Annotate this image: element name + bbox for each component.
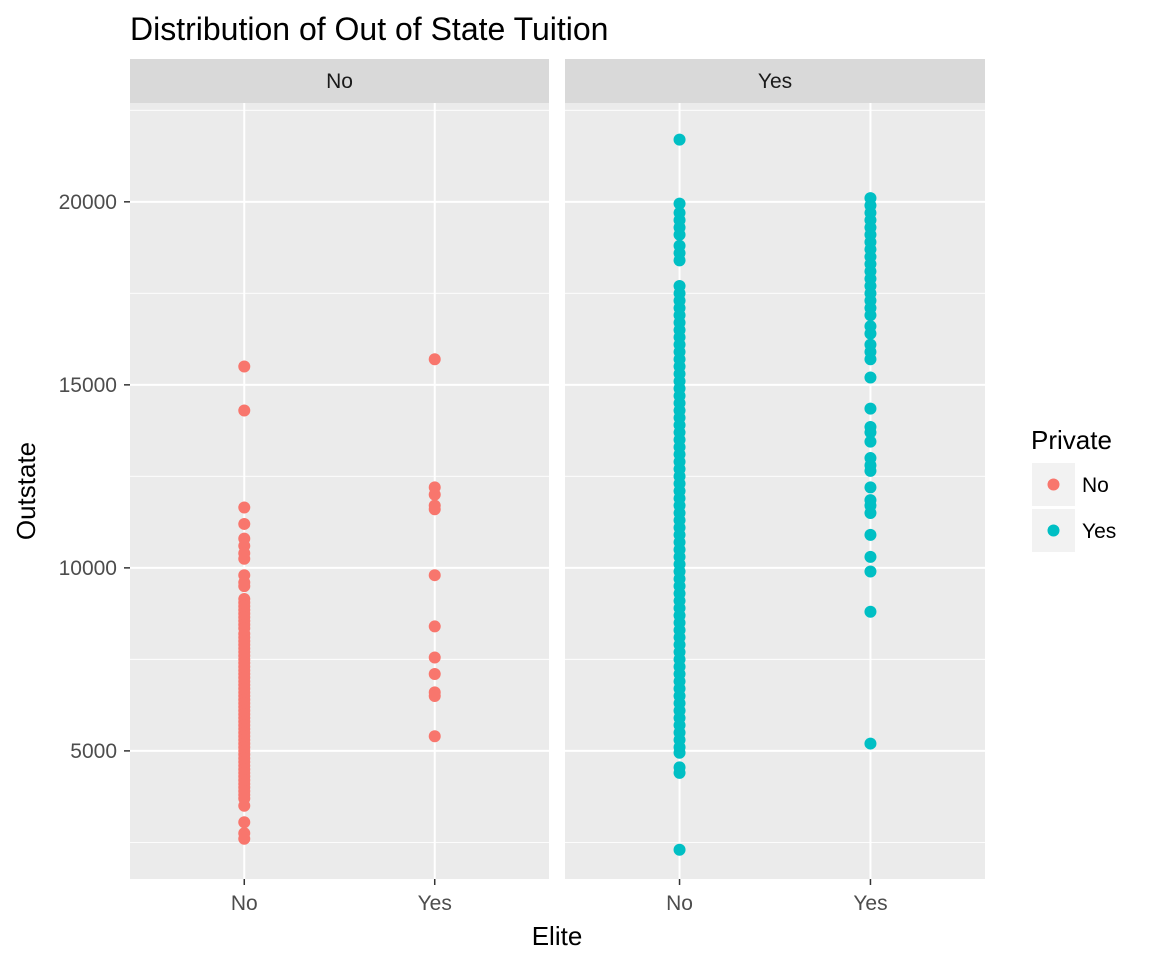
data-point <box>864 327 877 340</box>
data-point <box>428 488 441 501</box>
facet-panel-yes: Yes <box>565 59 985 879</box>
data-point <box>864 402 877 415</box>
y-axis-title: Outstate <box>11 442 41 540</box>
data-point <box>238 501 251 514</box>
data-point <box>238 580 251 593</box>
data-point <box>864 481 877 494</box>
data-point <box>238 404 251 417</box>
y-axis: 5000 10000 15000 20000 <box>59 191 130 763</box>
data-point <box>428 651 441 664</box>
y-tick-label: 10000 <box>59 557 117 580</box>
data-point <box>238 832 251 845</box>
data-point <box>864 464 877 477</box>
data-point <box>673 197 686 210</box>
data-point <box>428 503 441 516</box>
x-tick-label: Yes <box>853 892 887 915</box>
data-point <box>238 552 251 565</box>
x-tick-label: No <box>231 892 258 915</box>
data-point <box>864 371 877 384</box>
data-point <box>428 353 441 366</box>
points-yes <box>673 133 877 856</box>
data-point <box>864 565 877 578</box>
data-point <box>673 133 686 146</box>
data-point <box>864 353 877 366</box>
data-point <box>864 506 877 519</box>
legend-label-no: No <box>1082 474 1109 497</box>
data-point <box>238 816 251 829</box>
y-tick-label: 15000 <box>59 374 117 397</box>
chart-title: Distribution of Out of State Tuition <box>130 11 608 47</box>
facet-panel-no: No <box>130 59 549 879</box>
panel-background-yes <box>565 103 985 879</box>
facet-strip-no <box>130 59 549 103</box>
facet-strip-yes <box>565 59 985 103</box>
x-tick-label: No <box>666 892 693 915</box>
data-point <box>428 730 441 743</box>
data-point <box>864 309 877 322</box>
data-point <box>864 550 877 563</box>
y-tick-label: 20000 <box>59 191 117 214</box>
data-point <box>673 254 686 267</box>
legend-title: Private <box>1031 425 1112 455</box>
legend-marker-yes <box>1047 524 1060 537</box>
x-axis-title: Elite <box>532 921 583 951</box>
legend-label-yes: Yes <box>1082 520 1116 543</box>
data-point <box>238 517 251 530</box>
data-point <box>864 426 877 439</box>
data-point <box>238 799 251 812</box>
facet-strip-label-no: No <box>326 70 353 93</box>
data-point <box>428 569 441 582</box>
data-point <box>673 746 686 759</box>
facet-strip-label-yes: Yes <box>758 70 792 93</box>
data-point <box>864 528 877 541</box>
data-point <box>238 360 251 373</box>
legend-marker-no <box>1047 478 1060 491</box>
data-point <box>428 620 441 633</box>
data-point <box>673 843 686 856</box>
data-point <box>864 605 877 618</box>
panel-background-no <box>130 103 549 879</box>
x-axis: No Yes No Yes <box>231 879 888 915</box>
data-point <box>673 766 686 779</box>
data-point <box>864 435 877 448</box>
legend: Private No Yes <box>1031 425 1116 552</box>
y-tick-label: 5000 <box>70 740 117 763</box>
points-no <box>238 353 441 845</box>
data-point <box>864 737 877 750</box>
x-tick-label: Yes <box>418 892 452 915</box>
data-point <box>673 228 686 241</box>
data-point <box>428 668 441 681</box>
data-point <box>428 689 441 702</box>
